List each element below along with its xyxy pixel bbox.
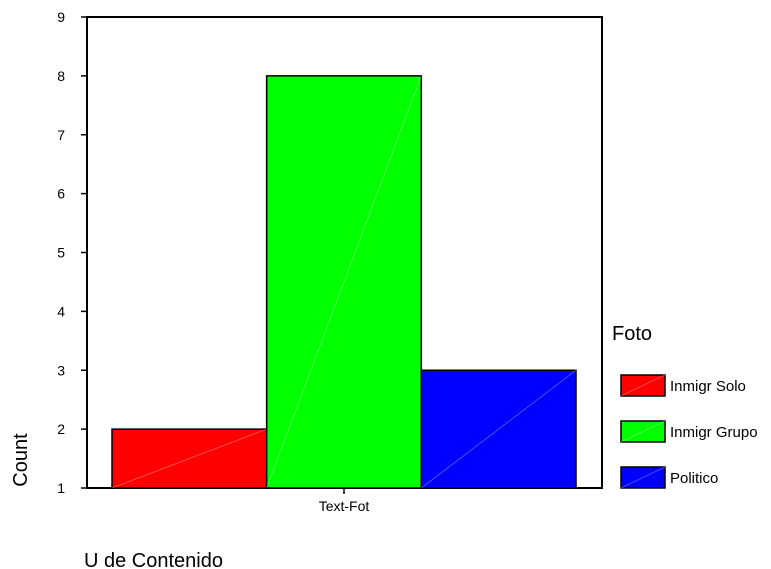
legend-label: Inmigr Grupo: [670, 424, 758, 441]
y-tick-label: 1: [57, 480, 65, 496]
y-axis-title: Count: [10, 433, 32, 487]
bar-hatch: [421, 369, 577, 489]
legend-swatch: [620, 466, 666, 489]
legend-swatch: [620, 420, 666, 443]
y-tick-label: 6: [57, 186, 65, 202]
legend-swatch: [620, 374, 666, 397]
legend-title: Foto: [612, 323, 652, 345]
legend-label: Inmigr Solo: [670, 378, 746, 395]
legend-hatch: [620, 466, 666, 489]
y-axis: 1 2 3 4 5 6 7 8 9: [57, 9, 87, 496]
legend-hatch: [620, 420, 666, 443]
legend: Inmigr Solo Inmigr Grupo Politico: [620, 374, 758, 489]
x-axis-title: U de Contenido: [84, 550, 223, 569]
x-axis: Text-Fot: [319, 488, 370, 514]
bar-hatch: [111, 428, 267, 489]
y-tick-label: 5: [57, 245, 65, 261]
y-tick-label: 2: [57, 421, 65, 437]
y-tick-label: 8: [57, 68, 65, 84]
bar-hatch: [266, 75, 422, 489]
y-tick-label: 4: [57, 303, 65, 319]
bar-politico: [420, 369, 577, 489]
y-tick-label: 7: [57, 127, 65, 143]
y-tick-label: 3: [57, 362, 65, 378]
legend-hatch: [620, 374, 666, 397]
x-tick-label: Text-Fot: [319, 498, 370, 514]
y-tick-label: 9: [57, 9, 65, 25]
bar-inmigr-solo: [111, 428, 268, 489]
legend-label: Politico: [670, 470, 718, 487]
